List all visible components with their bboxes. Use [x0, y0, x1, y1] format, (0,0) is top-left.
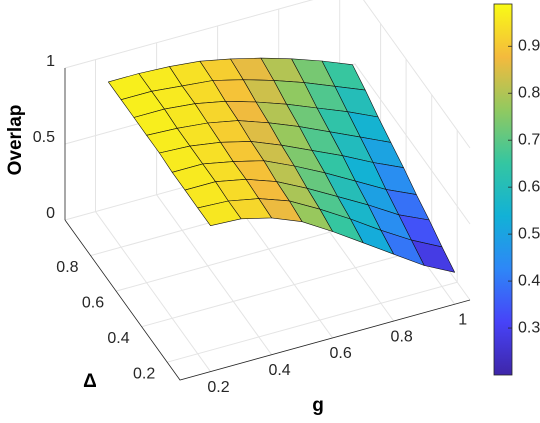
colorbar — [493, 3, 513, 376]
x-tick-label: 1 — [458, 311, 467, 328]
colorbar-tick-label: 0.3 — [518, 319, 540, 336]
y-tick-label: 0.2 — [133, 365, 155, 382]
x-tick-label: 0.8 — [391, 328, 413, 345]
colorbar-tick-label: 0.4 — [518, 272, 540, 289]
z-axis-label: Overlap — [5, 105, 26, 176]
surface-patch — [197, 200, 242, 226]
z-tick-label: 0 — [46, 205, 55, 222]
z-tick-label: 0.5 — [33, 129, 55, 146]
y-tick-label: 0.8 — [56, 259, 78, 276]
x-axis-label: g — [312, 395, 324, 416]
x-tick-label: 0.4 — [268, 362, 290, 379]
x-tick-label: 0.2 — [207, 379, 229, 396]
colorbar-tick-label: 0.6 — [518, 178, 540, 195]
z-tick-label: 1 — [46, 53, 55, 70]
y-tick-label: 0.6 — [82, 294, 104, 311]
axis-line — [64, 219, 471, 381]
grid-line — [64, 0, 471, 149]
colorbar-tick-label: 0.7 — [518, 131, 540, 148]
y-tick-label: 0.4 — [107, 330, 129, 347]
colorbar-tick-label: 0.9 — [518, 37, 540, 54]
colorbar-tick-label: 0.5 — [518, 225, 540, 242]
y-axis-label: Δ — [83, 371, 97, 392]
colorbar-tick-label: 0.8 — [518, 84, 540, 101]
x-tick-label: 0.6 — [330, 345, 352, 362]
